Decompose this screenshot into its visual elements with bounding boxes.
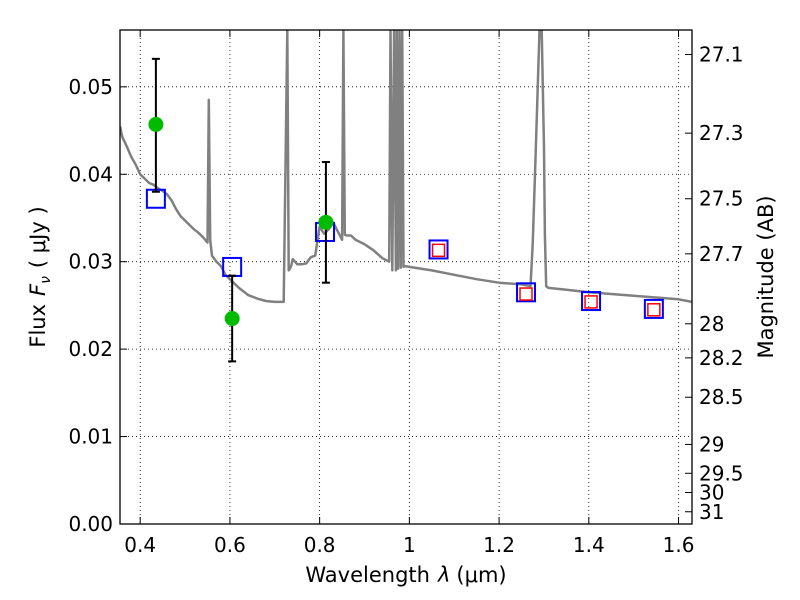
x-tick-label: 1 xyxy=(403,533,416,557)
x-axis-label: Wavelength λ (μm) xyxy=(305,563,506,587)
y2-tick-label: 30 xyxy=(699,481,724,505)
nir-photometry-square xyxy=(519,287,533,301)
y-axis-label: FluxFν( μJy ) xyxy=(26,206,54,347)
y-tick-label: 0.03 xyxy=(68,250,113,274)
y-tick-label: 0.00 xyxy=(68,512,113,536)
x-tick-label: 1.6 xyxy=(663,533,695,557)
y2-tick-label: 29.5 xyxy=(699,461,744,485)
y2-tick-label: 27.7 xyxy=(699,242,744,266)
photometry-layer xyxy=(145,57,664,363)
y2-tick-label: 28 xyxy=(699,312,724,336)
x-tick-label: 0.4 xyxy=(124,533,156,557)
nir-photometry-square xyxy=(647,303,661,317)
y-tick-label: 0.04 xyxy=(68,162,113,186)
x-tick-label: 1.2 xyxy=(483,533,515,557)
y2-tick-label: 27.1 xyxy=(699,42,744,66)
y-tick-label: 0.02 xyxy=(68,337,113,361)
observed-point xyxy=(318,214,334,230)
model-photometry-square xyxy=(428,239,449,260)
y-axis-ticks: 0.00 0.01 0.02 0.03 0.04 0.05 xyxy=(68,75,127,536)
y2-tick-label: 27.3 xyxy=(699,121,744,145)
observed-point xyxy=(224,311,240,327)
x-tick-label: 0.8 xyxy=(304,533,336,557)
y-tick-label: 0.01 xyxy=(68,425,113,449)
grid-lines xyxy=(120,30,692,525)
y2-axis-label: Magnitude (AB) xyxy=(754,195,778,358)
x-tick-label: 0.6 xyxy=(214,533,246,557)
y2-tick-label: 28.2 xyxy=(699,346,744,370)
model-spectrum-layer xyxy=(120,30,692,304)
y2-tick-label: 27.5 xyxy=(699,187,744,211)
model-photometry-square xyxy=(643,298,664,319)
x-tick-label: 1.4 xyxy=(573,533,605,557)
y-tick-label: 0.05 xyxy=(68,75,113,99)
y2-tick-label: 31 xyxy=(699,500,724,524)
y2-tick-label: 29 xyxy=(699,432,724,456)
x-axis-ticks: 0.4 0.6 0.8 1 1.2 1.4 1.6 xyxy=(124,30,694,557)
plot-frame xyxy=(119,29,693,525)
model-spectrum-line xyxy=(120,30,692,304)
model-photometry-square xyxy=(516,282,537,303)
nir-photometry-square xyxy=(584,295,598,309)
model-photometry-square xyxy=(581,291,602,312)
y2-tick-label: 28.5 xyxy=(699,385,744,409)
observed-point xyxy=(148,116,164,132)
nir-photometry-square xyxy=(431,243,446,258)
